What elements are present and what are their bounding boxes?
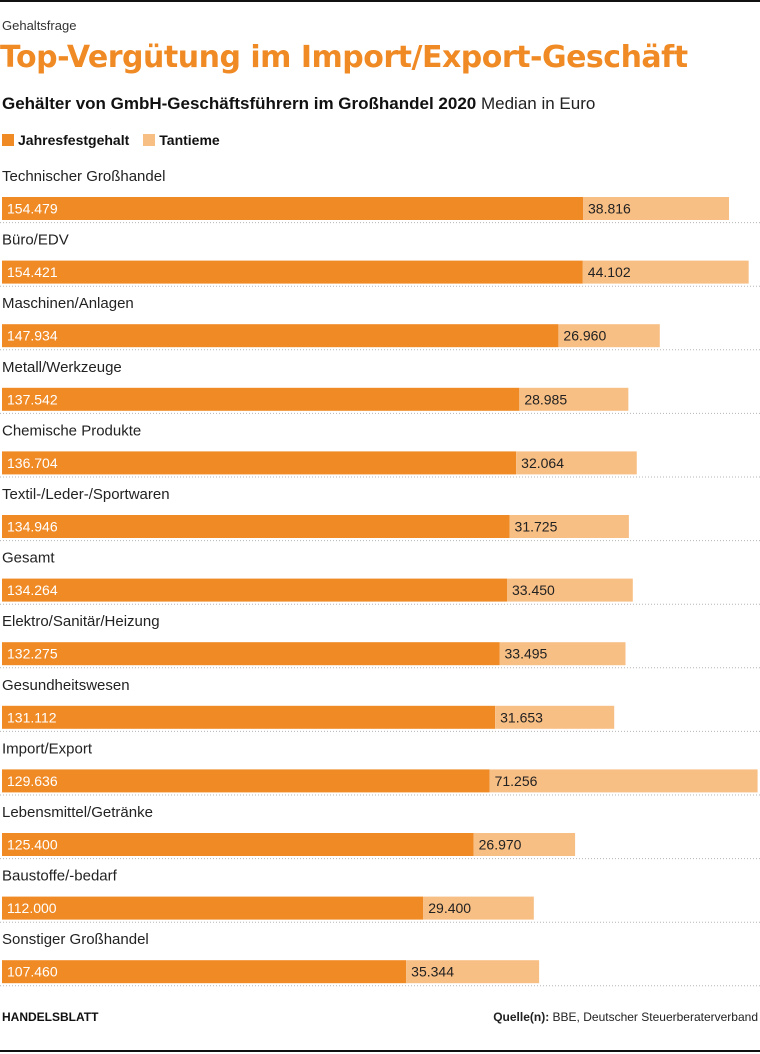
bar-fixed (2, 705, 496, 729)
bar-fixed (2, 960, 407, 984)
value-label-fixed: 137.542 (7, 391, 58, 407)
bar-bonus (509, 515, 629, 538)
bar-fixed (2, 451, 517, 475)
top-rule (0, 0, 760, 2)
value-label-fixed: 112.000 (7, 900, 57, 916)
value-label-bonus: 44.102 (588, 264, 631, 280)
bar-fixed (2, 260, 583, 284)
bar-fixed (2, 769, 490, 793)
category-label: Baustoffe/-bedarf (2, 868, 118, 885)
category-label: Gesundheitswesen (2, 677, 130, 694)
bar-bonus (519, 387, 629, 411)
category-label: Chemische Produkte (2, 422, 141, 439)
bar-bonus (489, 769, 758, 793)
value-label-bonus: 28.985 (524, 391, 567, 407)
bar-bonus (495, 705, 615, 729)
value-label-bonus: 71.256 (495, 773, 538, 789)
value-label-fixed: 154.421 (7, 264, 58, 280)
value-label-fixed: 154.479 (7, 201, 58, 217)
bar-fixed (2, 324, 559, 348)
footer-source-text: BBE, Deutscher Steuerberaterverband (552, 1010, 758, 1024)
value-label-bonus: 26.960 (563, 328, 606, 344)
value-label-bonus: 38.816 (588, 201, 631, 217)
bar-bonus (406, 960, 540, 984)
legend-swatch-fixed (2, 134, 14, 146)
category-label: Gesamt (2, 550, 55, 567)
legend-label-fixed: Jahresfestgehalt (18, 132, 130, 148)
bar-fixed (2, 642, 500, 666)
value-label-fixed: 107.460 (7, 964, 58, 980)
value-label-bonus: 32.064 (521, 455, 564, 471)
bar-fixed (2, 387, 520, 411)
value-label-bonus: 29.400 (428, 900, 471, 916)
value-label-bonus: 35.344 (411, 964, 454, 980)
footer-source-label: Quelle(n): (493, 1010, 550, 1024)
bar-chart: Technischer Großhandel 154.479 38.816 Büro/… (0, 168, 760, 987)
bar-bonus (583, 197, 730, 220)
bar-bonus (558, 324, 660, 348)
legend: Jahresfestgehalt Tantieme (2, 132, 234, 148)
category-label: Büro/EDV (2, 232, 69, 249)
bar-bonus (473, 833, 576, 856)
chart-subtitle: Gehälter von GmbH-Geschäftsführern im Gr… (2, 94, 595, 114)
footer-source: Quelle(n): BBE, Deutscher Steuerberaterv… (493, 1010, 758, 1024)
category-label: Sonstiger Großhandel (2, 931, 149, 948)
category-label: Metall/Werkzeuge (2, 359, 122, 376)
value-label-fixed: 136.704 (7, 455, 58, 471)
value-label-fixed: 134.264 (7, 582, 58, 598)
value-label-fixed: 147.934 (7, 328, 58, 344)
subtitle-unit: Median in Euro (480, 94, 596, 113)
value-label-fixed: 134.946 (7, 519, 58, 535)
value-label-bonus: 31.653 (500, 709, 543, 725)
value-label-fixed: 129.636 (7, 773, 58, 789)
kicker: Gehaltsfrage (2, 18, 77, 33)
category-label: Lebensmittel/Getränke (2, 804, 153, 821)
value-label-fixed: 125.400 (7, 837, 58, 853)
value-label-bonus: 33.450 (512, 582, 555, 598)
chart-title: Top-Vergütung im Import/Export-Geschäft (0, 40, 688, 75)
bar-bonus (582, 260, 749, 284)
bar-fixed (2, 197, 584, 220)
bar-fixed (2, 896, 424, 920)
legend-swatch-bonus (143, 134, 156, 146)
category-label: Elektro/Sanitär/Heizung (2, 613, 160, 630)
bar-bonus (516, 451, 637, 475)
bar-bonus (423, 896, 534, 920)
legend-item-fixed: Jahresfestgehalt (2, 132, 129, 148)
legend-item-bonus: Tantieme (143, 132, 220, 148)
value-label-bonus: 33.495 (505, 646, 548, 662)
value-label-fixed: 131.112 (7, 709, 57, 725)
category-label: Textil-/Leder-/Sportwaren (2, 486, 170, 503)
footer-brand: HANDELSBLATT (2, 1010, 99, 1024)
bottom-rule (0, 1050, 760, 1052)
subtitle-bold: Gehälter von GmbH-Geschäftsführern im Gr… (2, 94, 477, 113)
bar-fixed (2, 578, 507, 602)
legend-label-bonus: Tantieme (159, 132, 220, 148)
value-label-bonus: 31.725 (515, 519, 558, 535)
category-label: Maschinen/Anlagen (2, 295, 134, 312)
bar-fixed (2, 833, 474, 856)
value-label-fixed: 132.275 (7, 646, 58, 662)
category-label: Import/Export (2, 740, 93, 757)
category-label: Technischer Großhandel (2, 168, 165, 185)
bar-bonus (499, 642, 626, 666)
value-label-bonus: 26.970 (479, 837, 522, 853)
bar-bonus (506, 578, 633, 602)
bar-fixed (2, 515, 510, 538)
